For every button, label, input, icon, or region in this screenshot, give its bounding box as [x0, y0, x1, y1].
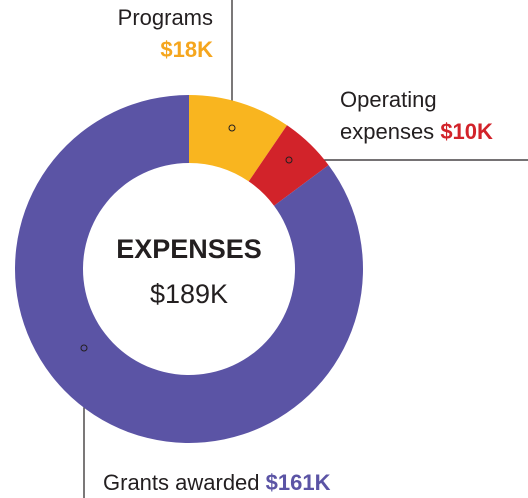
leader-dot: [80, 344, 88, 352]
category-label: Programs: [117, 5, 213, 30]
slice-label: Grants awarded $161K: [103, 467, 523, 498]
leader-dot: [285, 156, 293, 164]
center-title: EXPENSES: [116, 234, 262, 264]
value-label: $18K: [160, 37, 213, 62]
slice: [14, 95, 363, 443]
leader-dot: [228, 124, 236, 132]
slices: [14, 95, 363, 443]
slice-label: Programs $18K: [60, 2, 213, 66]
slice: [248, 125, 329, 206]
center-label: $189K: [150, 279, 228, 309]
category-label: Operating expenses: [340, 87, 437, 144]
slice-label: Operating expenses $10K: [340, 84, 525, 148]
category-label: Grants awarded: [103, 470, 260, 495]
slice: [189, 95, 288, 182]
value-label: $161K: [265, 470, 331, 495]
value-label: $10K: [440, 119, 493, 144]
